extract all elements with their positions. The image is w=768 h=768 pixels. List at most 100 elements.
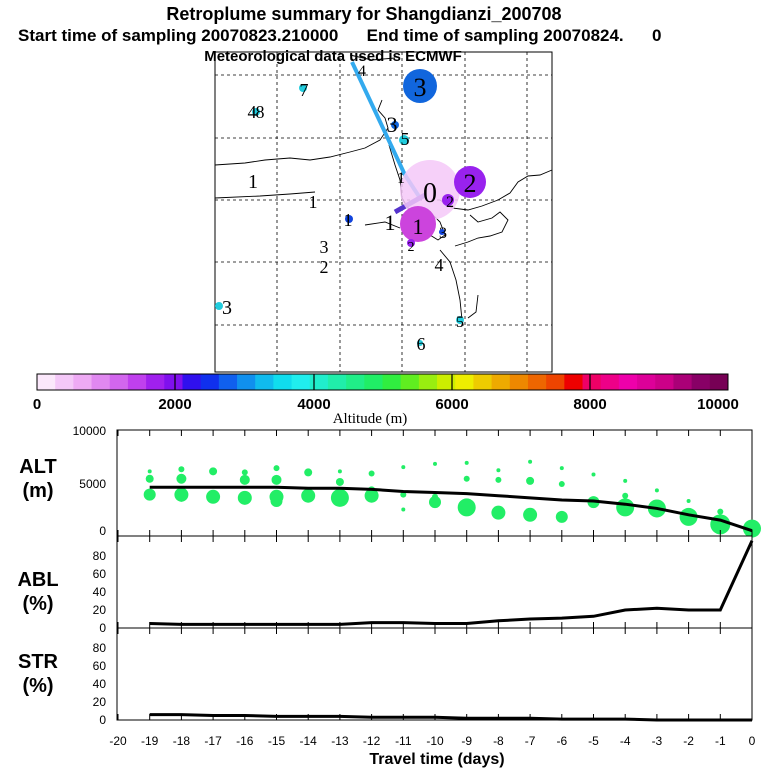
colorbar-cell [109, 374, 129, 390]
alt-cluster-dot [623, 478, 628, 483]
map-cluster-label: 1 [397, 170, 405, 187]
alt-cluster-dot [457, 498, 476, 517]
alt-cluster-dot [401, 465, 406, 470]
transport-track-far [350, 61, 407, 176]
colorbar-cell [309, 374, 329, 390]
map-cluster-label: 3 [320, 237, 329, 257]
colorbar-cell [709, 374, 729, 390]
plume-cluster-5b [456, 316, 464, 324]
colorbar-cell [364, 374, 383, 390]
abl-panel: ABL (%) 0 20 40 60 80 [17, 535, 754, 635]
map-cluster-label: 8 [256, 102, 265, 122]
plume-cluster-2 [454, 166, 486, 198]
alt-cluster-dot [209, 467, 218, 476]
str-unit: (%) [22, 675, 53, 697]
map-grid [215, 52, 552, 372]
colorbar-cell [618, 374, 638, 390]
x-tick-label: -9 [461, 734, 472, 748]
map-cluster-label: 2 [446, 194, 454, 211]
plume-cluster-3 [403, 69, 437, 103]
map-cluster-label: 5 [401, 129, 410, 149]
str-frame [116, 627, 753, 721]
colorbar: 0 2000 4000 6000 8000 10000 Altitude (m) [33, 373, 739, 427]
title-line-3: Meteorological data used is ECMWF [204, 48, 462, 65]
abl-label: ABL [17, 569, 58, 591]
map-cluster-label: 2 [464, 169, 477, 198]
colorbar-cell [218, 374, 238, 390]
x-tick-label: -15 [268, 734, 286, 748]
map-cluster-label: 2 [408, 240, 415, 255]
colorbar-tick-0: 0 [33, 396, 41, 413]
alt-cluster-dot [364, 488, 379, 503]
x-tick-label: -11 [395, 734, 412, 748]
alt-cluster-dot [237, 490, 252, 505]
x-tick-label: 0 [749, 734, 756, 748]
colorbar-cell [237, 374, 256, 390]
alt-cluster-dot [335, 477, 344, 486]
colorbar-cell [582, 374, 602, 390]
colorbar-cell [273, 374, 293, 390]
map-cluster-label: 1 [309, 192, 318, 212]
alt-cluster-dot [559, 466, 564, 471]
alt-cluster-dot [743, 519, 761, 538]
alt-cluster-dot [145, 474, 154, 483]
alt-cluster-dot [528, 459, 533, 464]
alt-cluster-dot [495, 476, 502, 483]
alt-cluster-dot [654, 488, 659, 493]
plume-clusters [215, 69, 486, 346]
plume-cluster-2c [407, 239, 415, 247]
alt-cluster-dot [591, 472, 596, 477]
map-cluster-label: 1 [385, 210, 396, 235]
alt-cluster-dot [491, 505, 506, 520]
alt-cluster-dot [241, 469, 248, 476]
x-tick-label: -14 [300, 734, 318, 748]
alt-ytick-0: 0 [99, 524, 106, 538]
map-cluster-label: 6 [417, 334, 426, 354]
colorbar-cell [673, 374, 693, 390]
map-cluster-label: 3 [222, 297, 232, 319]
plume-cluster-5 [399, 135, 409, 145]
x-tick-label: -5 [588, 734, 599, 748]
str-ytick-0: 0 [99, 713, 106, 727]
colorbar-cell [164, 374, 183, 390]
x-tick-label: -12 [363, 734, 381, 748]
colorbar-cell [127, 374, 147, 390]
map-cluster-label: 4 [435, 255, 444, 275]
colorbar-cell [91, 374, 111, 390]
alt-cluster-dot [273, 465, 280, 472]
alt-cluster-dot [147, 469, 152, 474]
alt-cluster-dot [496, 468, 501, 473]
x-tick-label: -20 [109, 734, 127, 748]
str-ytick-40: 40 [93, 677, 107, 691]
alt-cluster-dot [401, 507, 406, 512]
colorbar-tick-10000: 10000 [697, 396, 739, 413]
colorbar-cell [291, 374, 311, 390]
str-ytick-20: 20 [93, 695, 107, 709]
alt-cluster-dot [330, 488, 349, 507]
x-tick-label: -8 [493, 734, 504, 748]
x-tick-label: -3 [652, 734, 663, 748]
alt-cluster-dot [368, 470, 375, 477]
x-tick-label: -19 [141, 734, 159, 748]
colorbar-cell [637, 374, 656, 390]
alt-ytick-10000: 10000 [73, 424, 107, 438]
colorbar-cell [564, 374, 584, 390]
alt-cluster-dot [429, 496, 441, 509]
map-cluster-label: 2 [320, 257, 329, 277]
colorbar-cell [200, 374, 220, 390]
colorbar-cell [600, 374, 620, 390]
abl-frame [116, 535, 753, 629]
map-cluster-label: 7 [300, 80, 309, 100]
alt-cluster-dot [464, 460, 469, 465]
colorbar-cells [37, 374, 729, 390]
map-cluster-label: 0 [423, 178, 437, 209]
alt-cluster-dot [337, 469, 342, 474]
map-cluster-label: 3 [387, 112, 398, 137]
alt-label: ALT [19, 456, 56, 478]
colorbar-tick-marks [174, 374, 591, 390]
x-axis-ticks [117, 430, 753, 720]
alt-ytick-5000: 5000 [79, 477, 106, 491]
colorbar-cell [182, 374, 202, 390]
